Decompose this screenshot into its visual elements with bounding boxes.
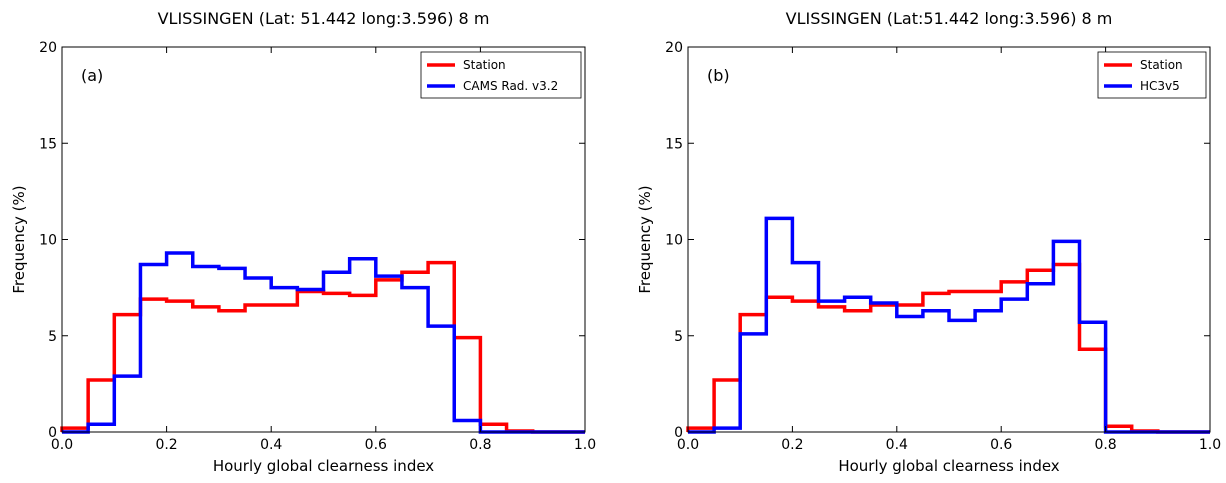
- x-axis-label: Hourly global clearness index: [838, 457, 1059, 475]
- y-tick-label: 0: [48, 425, 57, 441]
- y-axis-label: Frequency (%): [636, 185, 654, 293]
- y-axis-label: Frequency (%): [10, 185, 28, 293]
- x-axis-label: Hourly global clearness index: [213, 457, 434, 475]
- legend-label-0: Station: [463, 58, 506, 72]
- x-tick-label: 0.0: [677, 437, 699, 453]
- panel-label: (b): [707, 66, 730, 85]
- panel-b: VLISSINGEN (Lat:51.442 long:3.596) 8 m 0.…: [636, 9, 1221, 475]
- x-tick-label: 0.0: [51, 437, 73, 453]
- x-tick-label: 0.4: [886, 437, 908, 453]
- y-tick-label: 5: [674, 329, 683, 345]
- y-tick-label: 5: [48, 329, 57, 345]
- y-tick-label: 15: [39, 136, 57, 152]
- legend: Station CAMS Rad. v3.2: [420, 51, 582, 99]
- y-tick-label: 10: [665, 233, 683, 249]
- legend-label-0: Station: [1140, 58, 1183, 72]
- legend-box: [420, 51, 582, 99]
- x-tick-label: 0.4: [260, 437, 282, 453]
- x-tick-label: 0.8: [1094, 437, 1116, 453]
- y-tick-label: 10: [39, 233, 57, 249]
- y-tick-label: 0: [674, 425, 683, 441]
- chart-title: VLISSINGEN (Lat: 51.442 long:3.596) 8 m: [158, 9, 490, 28]
- y-tick-label: 20: [665, 40, 683, 56]
- legend: Station HC3v5: [1097, 51, 1207, 99]
- y-tick-label: 20: [39, 40, 57, 56]
- panel-label: (a): [81, 66, 103, 85]
- x-tick-label: 0.2: [155, 437, 177, 453]
- x-tick-label: 1.0: [1199, 437, 1221, 453]
- chart-title: VLISSINGEN (Lat:51.442 long:3.596) 8 m: [786, 9, 1113, 28]
- x-tick-label: 0.6: [365, 437, 387, 453]
- series-line-1: [62, 251, 585, 434]
- legend-label-1: HC3v5: [1140, 79, 1180, 93]
- legend-box: [1097, 51, 1207, 99]
- x-tick-label: 0.8: [469, 437, 491, 453]
- y-tick-label: 15: [665, 136, 683, 152]
- x-tick-label: 0.2: [781, 437, 803, 453]
- x-tick-label: 0.6: [990, 437, 1012, 453]
- x-tick-label: 1.0: [574, 437, 596, 453]
- legend-label-1: CAMS Rad. v3.2: [463, 79, 558, 93]
- panel-a: VLISSINGEN (Lat: 51.442 long:3.596) 8 m 0…: [10, 9, 596, 475]
- series-line-1: [688, 216, 1210, 434]
